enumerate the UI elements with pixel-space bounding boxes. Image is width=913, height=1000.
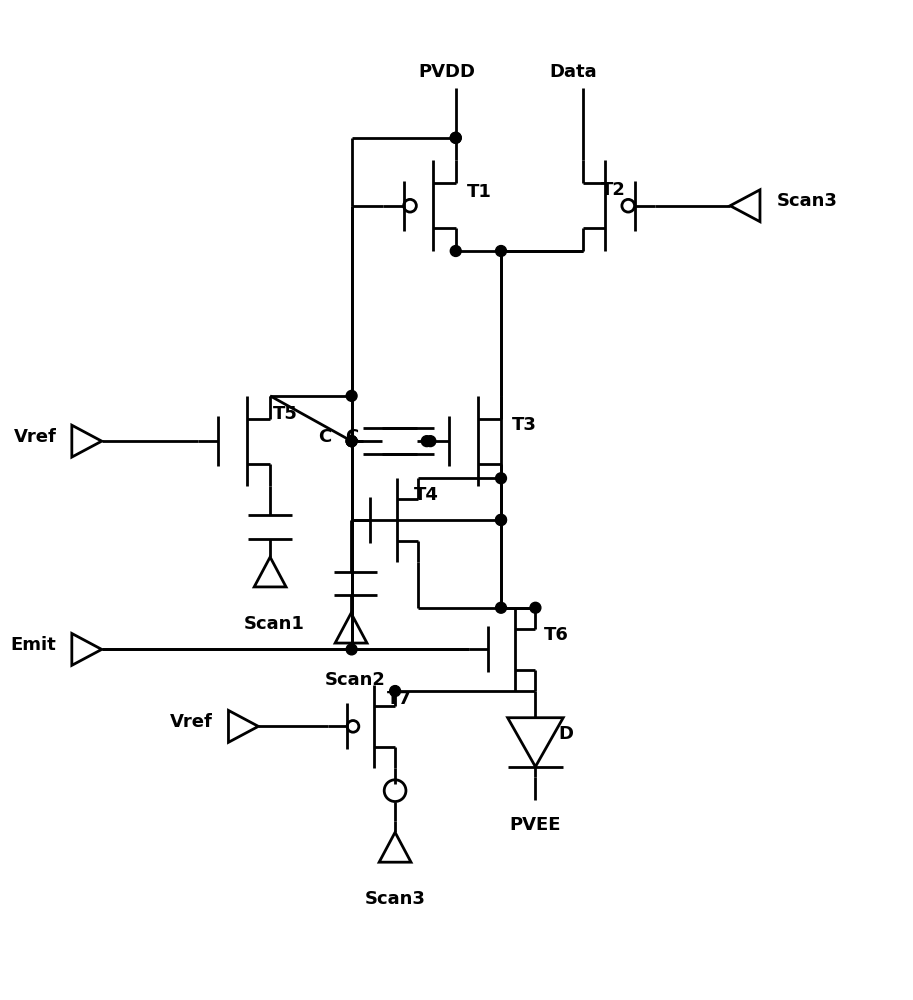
Circle shape <box>450 132 461 143</box>
Text: T1: T1 <box>467 183 492 201</box>
Text: T4: T4 <box>414 486 438 504</box>
Circle shape <box>421 436 432 447</box>
Text: PVDD: PVDD <box>418 63 475 81</box>
Text: C: C <box>345 428 359 446</box>
Circle shape <box>346 644 357 655</box>
Circle shape <box>530 602 540 613</box>
Circle shape <box>346 436 357 447</box>
Text: Emit: Emit <box>11 636 57 654</box>
Text: T3: T3 <box>512 416 537 434</box>
Text: T6: T6 <box>544 626 569 644</box>
Text: Scan3: Scan3 <box>364 890 425 908</box>
Circle shape <box>496 514 507 525</box>
Text: Scan3: Scan3 <box>777 192 838 210</box>
Text: Scan1: Scan1 <box>244 615 305 633</box>
Circle shape <box>496 514 507 525</box>
Text: Scan2: Scan2 <box>325 671 386 689</box>
Circle shape <box>390 686 401 696</box>
Text: T7: T7 <box>387 690 412 708</box>
Circle shape <box>496 473 507 484</box>
Circle shape <box>496 246 507 256</box>
Circle shape <box>425 436 436 447</box>
Circle shape <box>450 246 461 256</box>
Text: Vref: Vref <box>170 713 213 731</box>
Text: T5: T5 <box>272 405 298 423</box>
Circle shape <box>496 602 507 613</box>
Text: T2: T2 <box>601 181 625 199</box>
Circle shape <box>346 436 357 447</box>
Circle shape <box>346 436 357 447</box>
Circle shape <box>346 390 357 401</box>
Text: C: C <box>318 428 331 446</box>
Text: Data: Data <box>550 63 597 81</box>
Text: Vref: Vref <box>14 428 57 446</box>
Text: D: D <box>558 725 573 743</box>
Text: PVEE: PVEE <box>509 816 561 834</box>
Circle shape <box>450 132 461 143</box>
